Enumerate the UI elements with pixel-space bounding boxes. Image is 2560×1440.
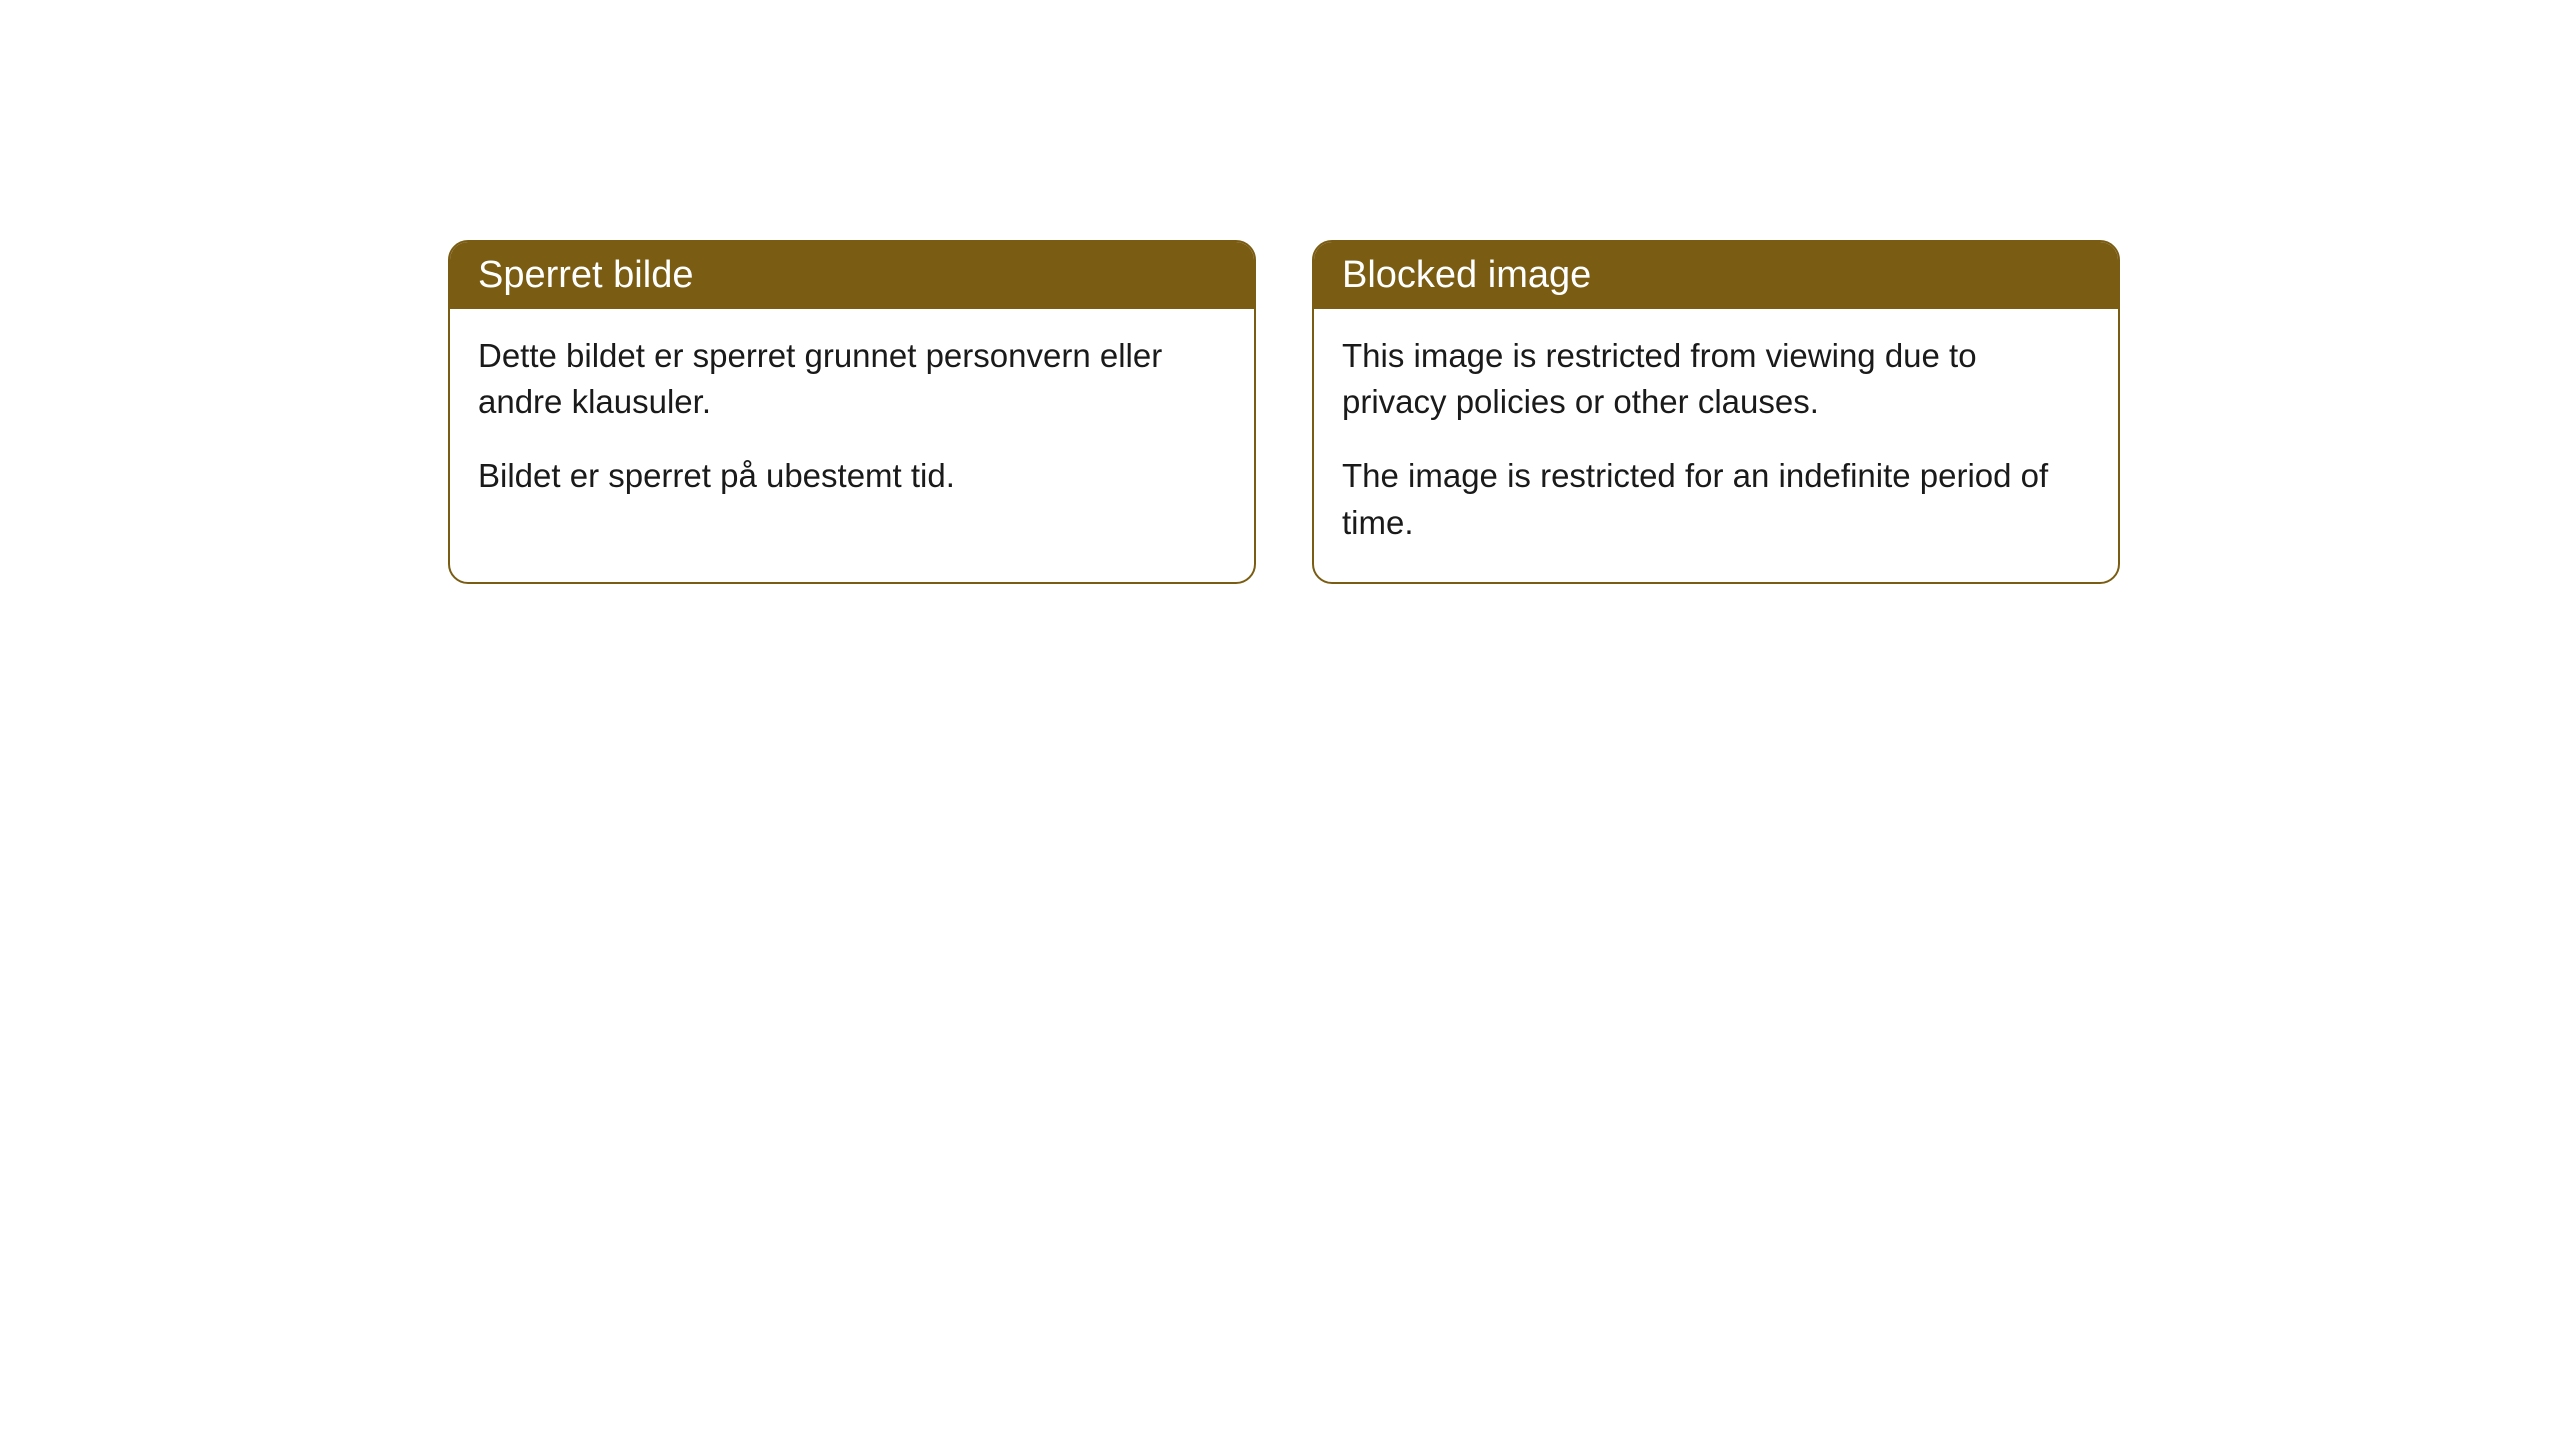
notice-card-english: Blocked image This image is restricted f… <box>1312 240 2120 584</box>
card-paragraph-2: The image is restricted for an indefinit… <box>1342 453 2090 545</box>
card-paragraph-2: Bildet er sperret på ubestemt tid. <box>478 453 1226 499</box>
card-body-norwegian: Dette bildet er sperret grunnet personve… <box>450 309 1254 536</box>
card-title: Blocked image <box>1342 254 1591 296</box>
notice-container: Sperret bilde Dette bildet er sperret gr… <box>0 0 2560 584</box>
card-header-norwegian: Sperret bilde <box>450 242 1254 309</box>
card-paragraph-1: Dette bildet er sperret grunnet personve… <box>478 333 1226 425</box>
card-header-english: Blocked image <box>1314 242 2118 309</box>
card-title: Sperret bilde <box>478 254 693 296</box>
card-paragraph-1: This image is restricted from viewing du… <box>1342 333 2090 425</box>
card-body-english: This image is restricted from viewing du… <box>1314 309 2118 582</box>
notice-card-norwegian: Sperret bilde Dette bildet er sperret gr… <box>448 240 1256 584</box>
